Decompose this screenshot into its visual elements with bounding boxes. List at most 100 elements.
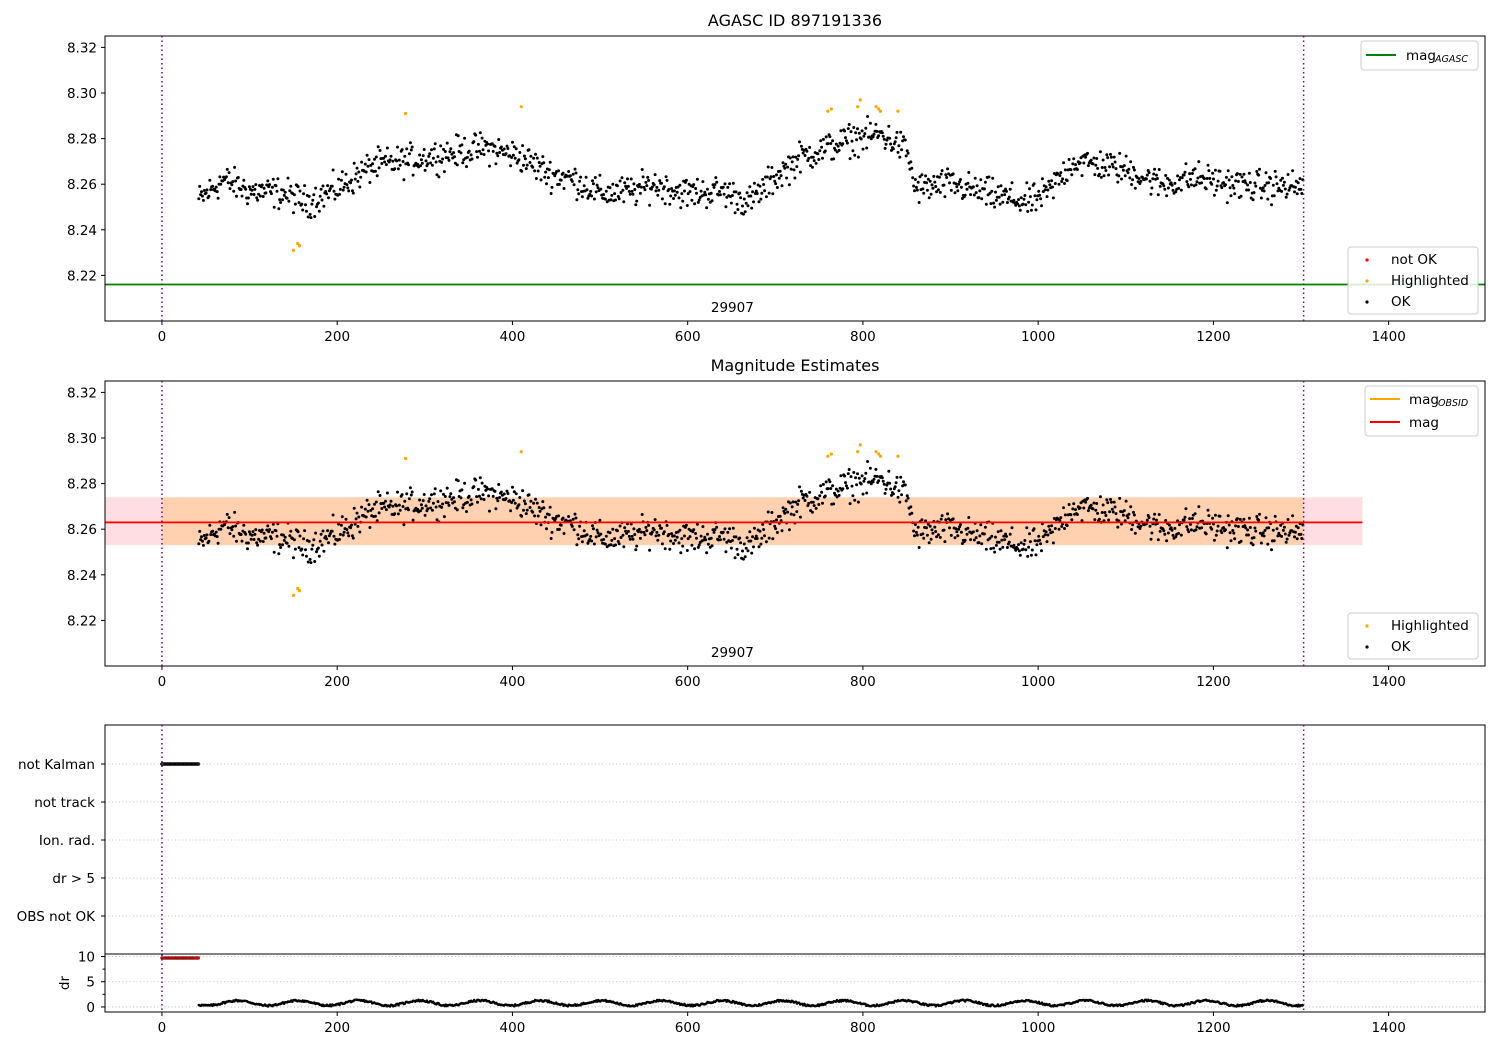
ok-point xyxy=(1235,517,1239,521)
ok-point xyxy=(307,539,311,543)
ok-point xyxy=(371,507,375,511)
ok-point xyxy=(1170,528,1174,532)
ok-point xyxy=(926,177,930,181)
highlighted-point xyxy=(519,105,523,109)
ok-point xyxy=(510,156,514,159)
ok-point xyxy=(982,187,986,191)
ok-point xyxy=(301,553,305,557)
ok-point xyxy=(1132,165,1135,169)
y-tick: 8.26 xyxy=(67,522,105,538)
ok-point xyxy=(593,176,597,179)
y-tick-label: not Kalman xyxy=(18,757,95,773)
ok-point xyxy=(424,504,428,508)
ok-point xyxy=(274,184,278,188)
ok-point xyxy=(1026,209,1030,213)
ok-point xyxy=(807,501,811,505)
ok-point xyxy=(1224,183,1227,187)
ok-point xyxy=(937,175,941,179)
ok-point xyxy=(738,536,742,540)
ok-point xyxy=(281,533,285,537)
ok-point xyxy=(281,543,284,547)
ok-point xyxy=(542,506,546,510)
ok-point xyxy=(755,192,759,195)
ok-point xyxy=(934,185,938,188)
ok-point xyxy=(532,156,536,160)
ok-point xyxy=(965,187,969,191)
ok-point xyxy=(580,195,584,199)
ok-point xyxy=(805,149,809,153)
ok-point xyxy=(384,163,388,167)
ok-point xyxy=(816,497,820,501)
ok-point xyxy=(382,156,386,160)
ok-point xyxy=(836,144,840,148)
ok-point xyxy=(1239,539,1243,543)
ok-point xyxy=(1184,162,1188,166)
ok-point xyxy=(656,538,660,542)
ok-point xyxy=(640,513,644,516)
ok-point xyxy=(576,188,580,192)
ok-point xyxy=(1121,168,1125,172)
legend-label: mag xyxy=(1409,392,1439,408)
ok-point xyxy=(1112,500,1116,504)
y-tick-label: 10 xyxy=(78,950,95,966)
ok-point xyxy=(356,179,360,183)
ok-point xyxy=(812,504,816,508)
ok-point xyxy=(525,163,529,167)
ok-point xyxy=(1098,150,1102,154)
ok-point xyxy=(935,535,939,539)
ok-point xyxy=(219,527,223,531)
ok-point xyxy=(1018,553,1022,557)
ok-point xyxy=(550,530,554,534)
ok-point xyxy=(367,158,371,162)
ok-point xyxy=(456,479,460,483)
ok-point xyxy=(279,201,283,204)
ok-point xyxy=(1003,193,1007,197)
ok-point xyxy=(788,501,792,505)
ok-point xyxy=(531,165,535,169)
ok-point xyxy=(1207,514,1211,518)
ok-point xyxy=(998,202,1002,206)
ok-point xyxy=(650,185,654,189)
ok-point xyxy=(1000,538,1004,542)
ok-point xyxy=(808,145,812,149)
highlighted-point xyxy=(896,109,900,113)
ok-point xyxy=(440,160,444,164)
ok-point xyxy=(539,178,543,182)
ok-point xyxy=(527,148,531,152)
ok-point xyxy=(459,496,463,500)
ok-point xyxy=(308,212,312,216)
ok-point xyxy=(522,163,525,167)
ok-point xyxy=(875,474,879,478)
y-tick-label: 8.22 xyxy=(67,613,97,629)
ok-point xyxy=(1233,537,1237,541)
ok-point xyxy=(627,534,631,538)
ok-point xyxy=(318,194,322,198)
ok-point xyxy=(201,543,205,547)
ok-point xyxy=(319,187,323,191)
ok-point xyxy=(957,182,961,186)
ok-point xyxy=(844,139,848,143)
ok-point xyxy=(495,496,499,500)
ok-point xyxy=(1017,198,1020,202)
ok-point xyxy=(258,539,262,543)
ok-point xyxy=(867,480,871,484)
ok-point xyxy=(1280,189,1284,193)
ok-point xyxy=(1108,510,1112,514)
ok-point xyxy=(234,179,238,183)
ok-point xyxy=(1118,151,1122,155)
ok-point xyxy=(1129,505,1133,509)
ok-point xyxy=(447,158,451,162)
ok-point xyxy=(1130,183,1134,186)
ok-point xyxy=(706,187,709,191)
ok-point xyxy=(527,493,531,497)
highlighted-point xyxy=(877,107,881,111)
ok-point xyxy=(994,190,997,194)
ok-point xyxy=(1225,201,1229,205)
ok-point xyxy=(1044,530,1048,534)
ok-point xyxy=(738,191,742,195)
ok-point xyxy=(1070,518,1074,522)
ok-point xyxy=(1156,538,1160,542)
ok-point xyxy=(244,532,248,536)
ok-point xyxy=(1180,176,1184,180)
ok-point xyxy=(557,527,561,531)
